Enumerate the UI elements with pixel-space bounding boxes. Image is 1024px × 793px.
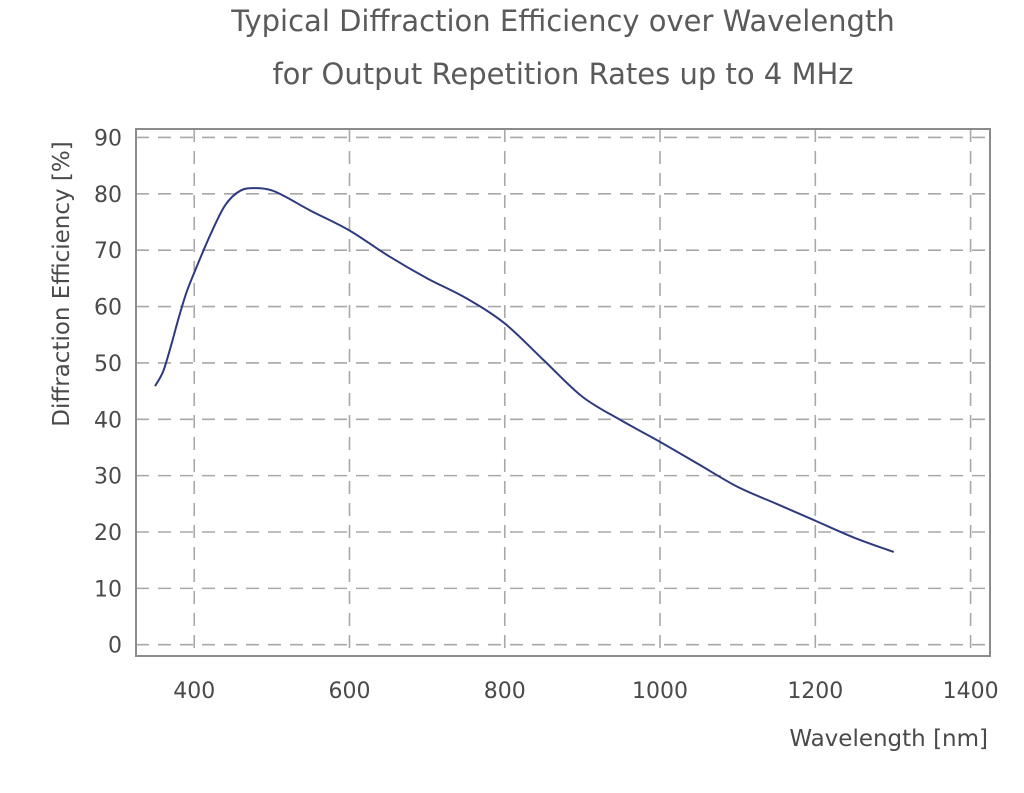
y-tick-label-10: 10 [94, 577, 122, 602]
y-tick-label-0: 0 [108, 634, 122, 659]
y-axis-label: Diffraction Efficiency [%] [49, 141, 75, 426]
y-tick-label-70: 70 [94, 239, 122, 264]
x-tick-label-1200: 1200 [787, 679, 843, 704]
series-layer [154, 187, 894, 553]
y-tick-label-30: 30 [94, 465, 122, 490]
chart-title: Typical Diffraction Efficiency over Wave… [230, 4, 894, 91]
chart-title-line-2: for Output Repetition Rates up to 4 MHz [272, 57, 853, 91]
y-tick-label-20: 20 [94, 521, 122, 546]
chart-title-line-1: Typical Diffraction Efficiency over Wave… [230, 4, 894, 38]
y-tick-label-80: 80 [94, 183, 122, 208]
y-tick-label-40: 40 [94, 408, 122, 433]
y-tick-label-50: 50 [94, 352, 122, 377]
x-axis-tick-labels: 400 600 800 1000 1200 1400 [173, 679, 998, 704]
grid-lines [136, 129, 990, 656]
series-line-0 [154, 187, 894, 553]
x-axis-label: Wavelength [nm] [789, 726, 988, 752]
x-tick-label-1000: 1000 [632, 679, 688, 704]
y-tick-label-90: 90 [94, 126, 122, 151]
y-axis-tick-labels: 0 10 20 30 40 50 60 70 80 90 [94, 126, 122, 658]
x-tick-label-400: 400 [173, 679, 215, 704]
x-tick-label-600: 600 [329, 679, 371, 704]
x-tick-label-1400: 1400 [943, 679, 999, 704]
x-tick-label-800: 800 [484, 679, 526, 704]
y-tick-label-60: 60 [94, 296, 122, 321]
plot-frame [135, 128, 991, 657]
